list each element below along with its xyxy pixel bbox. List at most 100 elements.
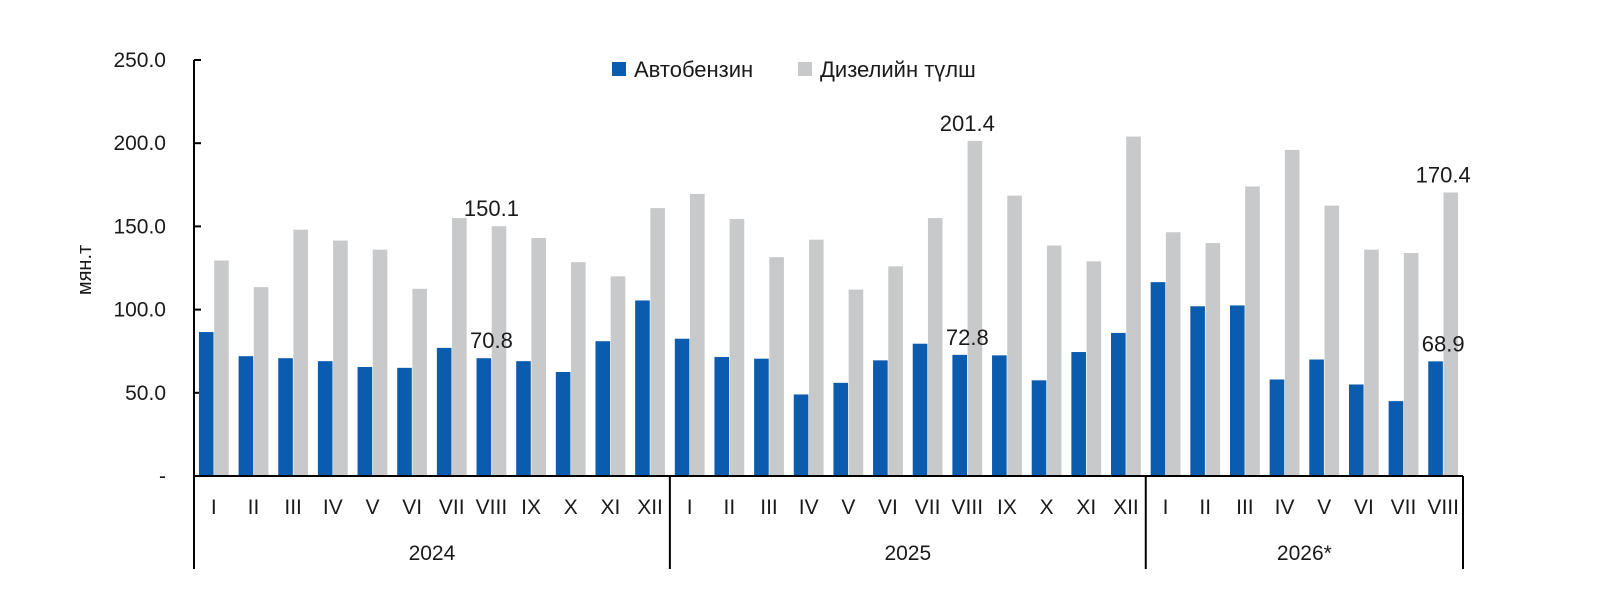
- x-tick-label: V: [841, 496, 855, 519]
- bar-diesel-2024-XII: [650, 208, 665, 476]
- data-label: 170.4: [1416, 162, 1471, 187]
- bar-diesel-2024-IV: [333, 240, 348, 476]
- bar-diesel-2024-III: [293, 229, 309, 476]
- x-tick-label: VIII: [952, 496, 984, 519]
- x-tick-label: X: [1040, 496, 1054, 519]
- x-tick-label: VI: [878, 496, 898, 519]
- bar-diesel-2025-V: [848, 289, 864, 476]
- y-tick-label: 200.0: [113, 132, 166, 155]
- bar-diesel-2025-III: [769, 257, 784, 476]
- x-tick-label: IV: [1275, 496, 1295, 519]
- legend-label-autobenzin: Автобензин: [634, 57, 753, 82]
- data-label: 70.8: [470, 328, 513, 353]
- bar-autobenzin-2025-I: [674, 338, 690, 476]
- bar-diesel-2026-IV: [1284, 149, 1300, 477]
- x-tick-label: V: [365, 496, 379, 519]
- data-label: 72.8: [946, 325, 989, 350]
- x-tick-label: VI: [1354, 496, 1374, 519]
- bar-autobenzin-2024-IX: [516, 361, 531, 476]
- x-tick-label: XII: [637, 496, 663, 519]
- y-tick-label: 250.0: [113, 49, 166, 72]
- bar-autobenzin-2025-VII: [912, 343, 928, 476]
- x-tick-label: II: [248, 496, 260, 519]
- bar-autobenzin-2024-IV: [317, 361, 333, 476]
- bar-autobenzin-2026-IV: [1269, 379, 1285, 476]
- legend: Автобензин Дизелийн түлш: [612, 57, 976, 82]
- bar-autobenzin-2024-X: [555, 372, 571, 476]
- bar-diesel-2024-I: [214, 260, 229, 476]
- legend-label-diesel: Дизелийн түлш: [820, 57, 976, 82]
- x-tick-label: III: [760, 496, 778, 519]
- x-tick-label: VI: [402, 496, 422, 519]
- bar-diesel-2025-XII: [1126, 136, 1141, 477]
- x-tick-label: VII: [915, 496, 941, 519]
- bar-autobenzin-2025-II: [714, 357, 730, 476]
- bar-diesel-2025-I: [690, 193, 705, 476]
- bar-diesel-2026-VII: [1403, 253, 1419, 476]
- y-axis: - 50.0 100.0 150.0 200.0 250.0: [113, 49, 201, 488]
- bar-diesel-2025-XI: [1086, 261, 1102, 476]
- bar-diesel-2024-VIII: [491, 226, 507, 476]
- x-tick-label: III: [1236, 496, 1254, 519]
- x-tick-label: V: [1317, 496, 1331, 519]
- bar-diesel-2026-III: [1245, 186, 1260, 476]
- data-label: 201.4: [940, 111, 995, 136]
- bar-diesel-2024-II: [253, 287, 269, 476]
- x-tick-label: VII: [1391, 496, 1417, 519]
- bar-diesel-2026-VIII: [1443, 192, 1459, 476]
- x-tick-label: VIII: [476, 496, 508, 519]
- y-tick-label: 50.0: [125, 382, 166, 405]
- bar-diesel-2026-II: [1205, 243, 1221, 476]
- y-tick-label: 150.0: [113, 215, 166, 238]
- bar-diesel-2024-VII: [452, 218, 467, 476]
- y-tick-label: 100.0: [113, 299, 166, 322]
- x-tick-label: IV: [323, 496, 343, 519]
- x-axis: I II III IV V VI VII VIII IX X XI XII I II III IV V VI VII…: [193, 475, 1464, 569]
- bar-autobenzin-2025-IX: [992, 355, 1007, 476]
- bar-autobenzin-2024-V: [357, 367, 373, 476]
- x-tick-label: IX: [521, 496, 541, 519]
- data-label: 150.1: [464, 196, 519, 221]
- bar-diesel-2025-IV: [808, 239, 824, 476]
- x-tick-label: I: [1163, 496, 1169, 519]
- bar-autobenzin-2026-VIII: [1428, 361, 1443, 476]
- bar-diesel-2025-X: [1046, 245, 1062, 476]
- bar-diesel-2026-V: [1324, 205, 1340, 476]
- bar-autobenzin-2024-VI: [397, 367, 412, 476]
- x-group-label: 2025: [884, 542, 931, 565]
- bar-diesel-2025-VII: [927, 218, 943, 476]
- bar-autobenzin-2026-VII: [1388, 401, 1404, 476]
- x-tick-label: VIII: [1427, 496, 1459, 519]
- bars: [198, 136, 1459, 477]
- x-tick-label: I: [687, 496, 693, 519]
- bar-diesel-2025-IX: [1007, 195, 1022, 476]
- bar-autobenzin-2025-VIII: [952, 354, 967, 476]
- bar-autobenzin-2026-VI: [1348, 384, 1364, 476]
- x-tick-label: IX: [997, 496, 1017, 519]
- bar-diesel-2024-VI: [412, 288, 428, 476]
- x-tick-label: III: [284, 496, 302, 519]
- bar-diesel-2025-VIII: [967, 140, 983, 476]
- bar-diesel-2024-IX: [531, 238, 546, 476]
- bar-autobenzin-2025-XI: [1071, 352, 1086, 476]
- bar-autobenzin-2025-VI: [873, 360, 888, 476]
- bar-autobenzin-2024-II: [238, 356, 254, 476]
- legend-swatch-autobenzin: [612, 62, 626, 76]
- bar-diesel-2025-II: [729, 218, 745, 476]
- legend-swatch-diesel: [798, 62, 812, 76]
- x-tick-label: I: [211, 496, 217, 519]
- bar-diesel-2026-I: [1165, 232, 1181, 476]
- bar-diesel-2024-V: [372, 249, 388, 476]
- x-group-label: 2026*: [1277, 542, 1332, 565]
- y-axis-title: мян.т: [74, 245, 96, 295]
- bar-autobenzin-2024-VIII: [476, 358, 492, 476]
- x-tick-label: XI: [600, 496, 620, 519]
- bar-autobenzin-2026-II: [1190, 306, 1205, 476]
- x-tick-label: II: [724, 496, 736, 519]
- bar-autobenzin-2025-XII: [1111, 332, 1126, 476]
- x-group-label: 2024: [409, 542, 456, 565]
- y-tick-label: -: [159, 465, 166, 488]
- bar-diesel-2025-VI: [888, 266, 903, 476]
